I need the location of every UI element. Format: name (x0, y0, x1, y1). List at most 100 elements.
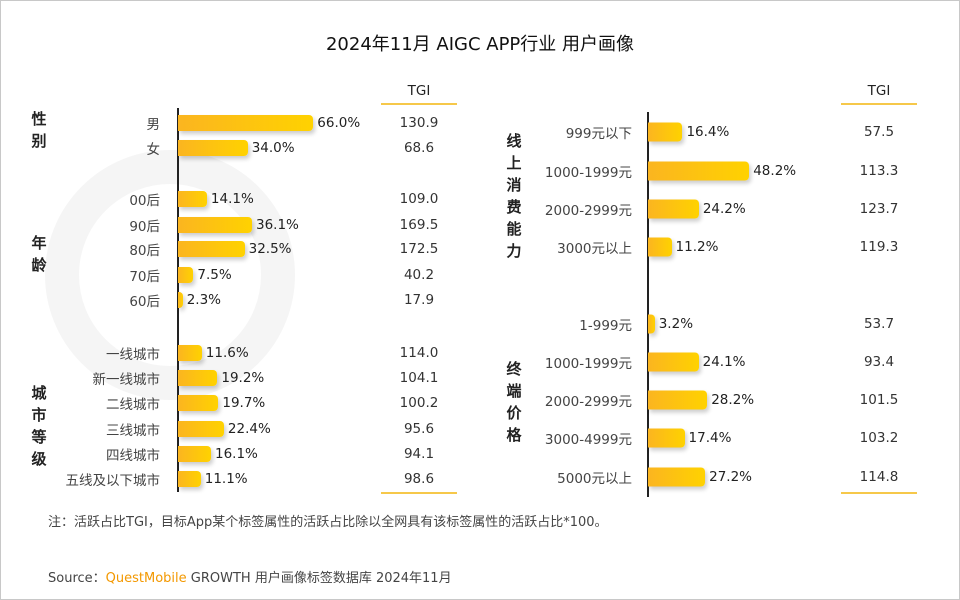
bar (648, 122, 683, 142)
tgi-header-left: TGI (381, 83, 457, 105)
data-label: 19.2% (221, 370, 265, 386)
tgi-value: 93.4 (863, 354, 895, 370)
category-label: 70后 (129, 269, 160, 285)
data-label: 19.7% (222, 395, 266, 411)
source-prefix: Source： (48, 571, 106, 586)
category-label: 3000元以上 (557, 241, 632, 257)
chart-title: 2024年11月 AIGC APP行业 用户画像 (325, 34, 635, 55)
data-label: 2.3% (186, 292, 222, 308)
bar (178, 370, 218, 386)
data-label: 16.1% (215, 446, 258, 462)
tgi-value: 100.2 (399, 395, 439, 411)
tgi-value: 53.7 (863, 316, 895, 332)
bar (648, 390, 708, 410)
bar (178, 267, 194, 283)
tgi-footer-line-right (841, 492, 917, 494)
tgi-value: 114.0 (399, 345, 439, 361)
bar (648, 314, 655, 334)
bar (648, 467, 706, 487)
category-label: 1-999元 (579, 318, 632, 334)
tgi-header-right: TGI (841, 83, 917, 105)
data-label: 17.4% (688, 430, 732, 446)
group-label: 线上消费能力 (506, 132, 522, 260)
data-label: 36.1% (256, 217, 299, 233)
tgi-value: 98.6 (403, 471, 435, 487)
data-label: 3.2% (658, 316, 694, 332)
category-label: 80后 (129, 243, 160, 259)
footnote: 注：活跃占比TGI，目标App某个标签属性的活跃占比除以全网具有该标签属性的活跃… (48, 515, 608, 530)
data-label: 24.2% (702, 201, 746, 217)
tgi-value: 95.6 (403, 421, 435, 437)
tgi-value: 109.0 (399, 191, 439, 207)
bar (178, 217, 252, 233)
group-label: 城市等级 (31, 384, 47, 468)
data-label: 7.5% (197, 267, 232, 283)
tgi-value: 169.5 (399, 217, 439, 233)
category-label: 五线及以下城市 (65, 473, 161, 489)
tgi-value: 103.2 (859, 430, 899, 446)
data-label: 27.2% (709, 469, 752, 485)
tgi-value: 123.7 (859, 201, 899, 217)
category-label: 999元以下 (565, 126, 632, 142)
tgi-value: 104.1 (399, 370, 439, 386)
source-rest: GROWTH 用户画像标签数据库 2024年11月 (186, 571, 452, 586)
data-label: 34.0% (251, 140, 295, 156)
bar (178, 471, 201, 487)
category-axis (647, 112, 649, 497)
bar (178, 395, 219, 411)
tgi-value: 119.3 (859, 239, 899, 255)
data-label: 22.4% (227, 421, 271, 437)
bar (178, 191, 207, 207)
data-label: 11.2% (675, 239, 719, 255)
tgi-value: 17.9 (403, 292, 435, 308)
bar (178, 421, 224, 437)
bar (178, 241, 245, 257)
tgi-value: 114.8 (859, 469, 899, 485)
tgi-value: 172.5 (399, 241, 439, 257)
category-label: 2000-2999元 (544, 394, 632, 410)
category-label: 四线城市 (106, 448, 160, 464)
data-label: 11.1% (204, 471, 248, 487)
category-label: 二线城市 (106, 397, 160, 413)
group-label: 性别 (31, 110, 47, 150)
tgi-value: 113.3 (859, 163, 899, 179)
category-label: 3000-4999元 (544, 432, 632, 448)
tgi-value: 57.5 (863, 124, 895, 140)
bar (648, 237, 672, 257)
tgi-value: 68.6 (403, 140, 435, 156)
source-brand: QuestMobile (105, 571, 187, 586)
source-line: Source：QuestMobile GROWTH 用户画像标签数据库 2024… (48, 567, 452, 586)
data-label: 32.5% (248, 241, 292, 257)
watermark-logo-ring (45, 150, 295, 400)
bar (178, 115, 314, 131)
data-label: 66.0% (317, 115, 361, 131)
data-label: 28.2% (711, 392, 755, 408)
bar (178, 345, 202, 361)
category-label: 5000元以上 (557, 471, 632, 487)
tgi-footer-line-left (381, 492, 457, 494)
group-label: 年龄 (31, 234, 47, 274)
bar (178, 446, 211, 462)
bar (648, 199, 699, 219)
data-label: 16.4% (686, 124, 730, 140)
category-label: 60后 (129, 294, 160, 310)
tgi-value: 130.9 (399, 115, 439, 131)
bar (178, 292, 183, 308)
data-label: 14.1% (210, 191, 254, 207)
category-label: 00后 (129, 193, 160, 209)
category-label: 1000-1999元 (544, 165, 632, 181)
bar (178, 140, 248, 156)
bar (648, 352, 699, 372)
category-label: 1000-1999元 (544, 356, 632, 372)
category-label: 90后 (129, 219, 160, 235)
category-label: 三线城市 (106, 423, 160, 439)
category-label: 2000-2999元 (544, 203, 632, 219)
bar (648, 428, 685, 448)
category-label: 一线城市 (106, 347, 160, 363)
data-label: 24.1% (702, 354, 746, 370)
tgi-value: 94.1 (403, 446, 435, 462)
category-label: 新一线城市 (92, 372, 161, 388)
data-label: 11.6% (205, 345, 249, 361)
group-label: 终端价格 (506, 360, 522, 444)
bar (648, 161, 750, 181)
